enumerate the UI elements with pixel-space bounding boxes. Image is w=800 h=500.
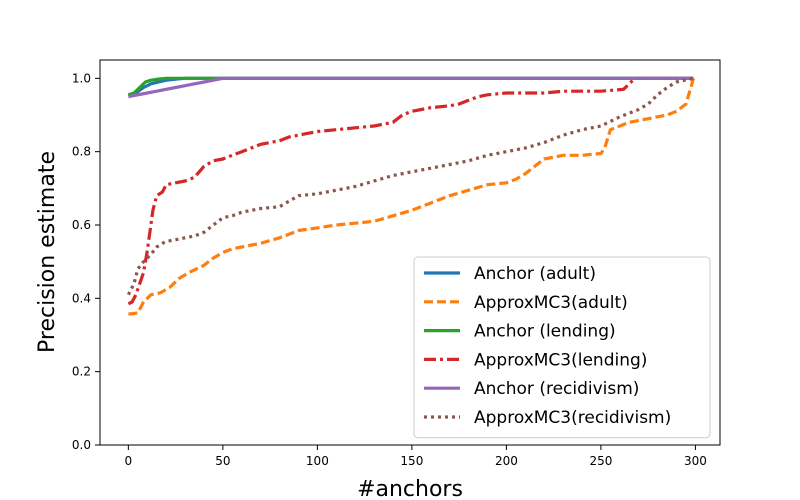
x-axis: 0 50 100 150 200 250 300	[125, 445, 707, 468]
x-tick-label: 0	[125, 454, 133, 468]
x-tick-label: 150	[400, 454, 423, 468]
plot-frame	[99, 59, 721, 446]
series-line-4	[128, 76, 694, 99]
legend-label: Anchor (recidivism)	[474, 379, 639, 399]
y-tick-label: 0.6	[72, 218, 91, 232]
y-tick-label: 0.4	[72, 291, 91, 305]
legend-label: ApproxMC3(adult)	[474, 293, 628, 313]
series-layer	[126, 76, 696, 316]
legend-label: Anchor (adult)	[474, 264, 596, 284]
y-tick-label: 0.2	[72, 365, 91, 379]
x-tick-label: 50	[215, 454, 230, 468]
y-axis: 0.0 0.2 0.4 0.6 0.8 1.0	[72, 71, 100, 452]
legend-label: ApproxMC3(recidivism)	[474, 408, 671, 428]
y-axis-label: Precision estimate	[35, 151, 60, 353]
x-tick-label: 250	[589, 454, 612, 468]
series-line-1	[128, 77, 696, 316]
y-tick-label: 0.8	[72, 145, 91, 159]
x-tick-label: 300	[684, 454, 707, 468]
y-tick-label: 0.0	[72, 438, 91, 452]
x-tick-label: 200	[495, 454, 518, 468]
legend-label: ApproxMC3(lending)	[474, 350, 647, 370]
series-line-5	[126, 76, 694, 296]
x-tick-label: 100	[306, 454, 329, 468]
plot-area	[99, 59, 721, 446]
legend-label: Anchor (lending)	[474, 322, 616, 342]
x-axis-label: #anchors	[357, 477, 463, 500]
legend-box	[413, 256, 711, 439]
legend: Anchor (adult) ApproxMC3(adult) Anchor (le…	[413, 256, 711, 439]
series-line-3	[127, 76, 694, 306]
y-tick-label: 1.0	[72, 71, 91, 85]
